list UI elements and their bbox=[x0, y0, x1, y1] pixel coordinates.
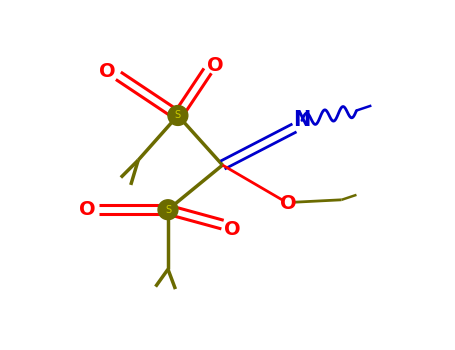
Text: S: S bbox=[175, 111, 181, 120]
Text: O: O bbox=[207, 56, 223, 75]
Text: S: S bbox=[165, 205, 171, 215]
Circle shape bbox=[158, 200, 178, 220]
Text: N: N bbox=[293, 111, 311, 131]
Text: O: O bbox=[99, 62, 116, 81]
Text: O: O bbox=[224, 220, 241, 239]
Text: O: O bbox=[280, 194, 296, 213]
Circle shape bbox=[168, 106, 188, 125]
Text: O: O bbox=[79, 200, 96, 219]
